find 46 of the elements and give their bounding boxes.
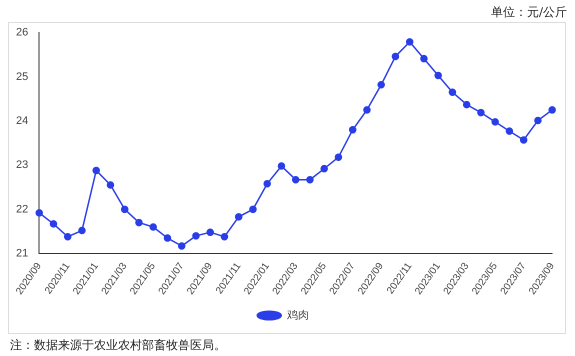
point — [50, 220, 58, 228]
point — [506, 127, 514, 135]
point — [448, 88, 456, 96]
point — [434, 72, 442, 80]
point — [462, 100, 470, 108]
point — [106, 181, 114, 189]
point — [149, 223, 157, 231]
point — [120, 206, 128, 214]
point — [320, 164, 328, 172]
point — [78, 226, 86, 234]
point — [548, 106, 556, 114]
point — [477, 108, 485, 116]
point — [220, 232, 228, 240]
y-tick-label: 24 — [16, 114, 28, 127]
point — [35, 209, 43, 217]
point — [234, 213, 242, 221]
point — [164, 234, 172, 242]
text: 注：数据来源于农业农村部畜牧兽医局。 — [10, 337, 226, 354]
point — [64, 232, 72, 240]
point — [135, 218, 143, 226]
point — [263, 180, 271, 188]
point — [406, 38, 414, 46]
y-tick-label: 26 — [16, 26, 28, 39]
point — [292, 176, 300, 184]
point — [377, 80, 385, 88]
legend-label: 鸡肉 — [286, 310, 309, 322]
point — [92, 166, 100, 174]
text: 单位：元/公斤 — [490, 4, 567, 21]
point — [249, 206, 257, 214]
y-tick-label: 22 — [16, 203, 28, 216]
point — [392, 52, 400, 60]
point — [334, 153, 342, 161]
point — [534, 116, 542, 124]
point — [520, 136, 528, 144]
point — [192, 232, 200, 240]
point — [348, 126, 356, 134]
y-tick-label: 25 — [16, 70, 28, 83]
point — [420, 54, 428, 62]
point — [306, 176, 314, 184]
y-tick-label: 23 — [16, 159, 28, 172]
point — [491, 118, 499, 126]
point — [178, 242, 186, 250]
y-tick-label: 21 — [16, 248, 28, 260]
point — [278, 162, 286, 170]
point — [206, 228, 214, 236]
point — [363, 106, 371, 114]
